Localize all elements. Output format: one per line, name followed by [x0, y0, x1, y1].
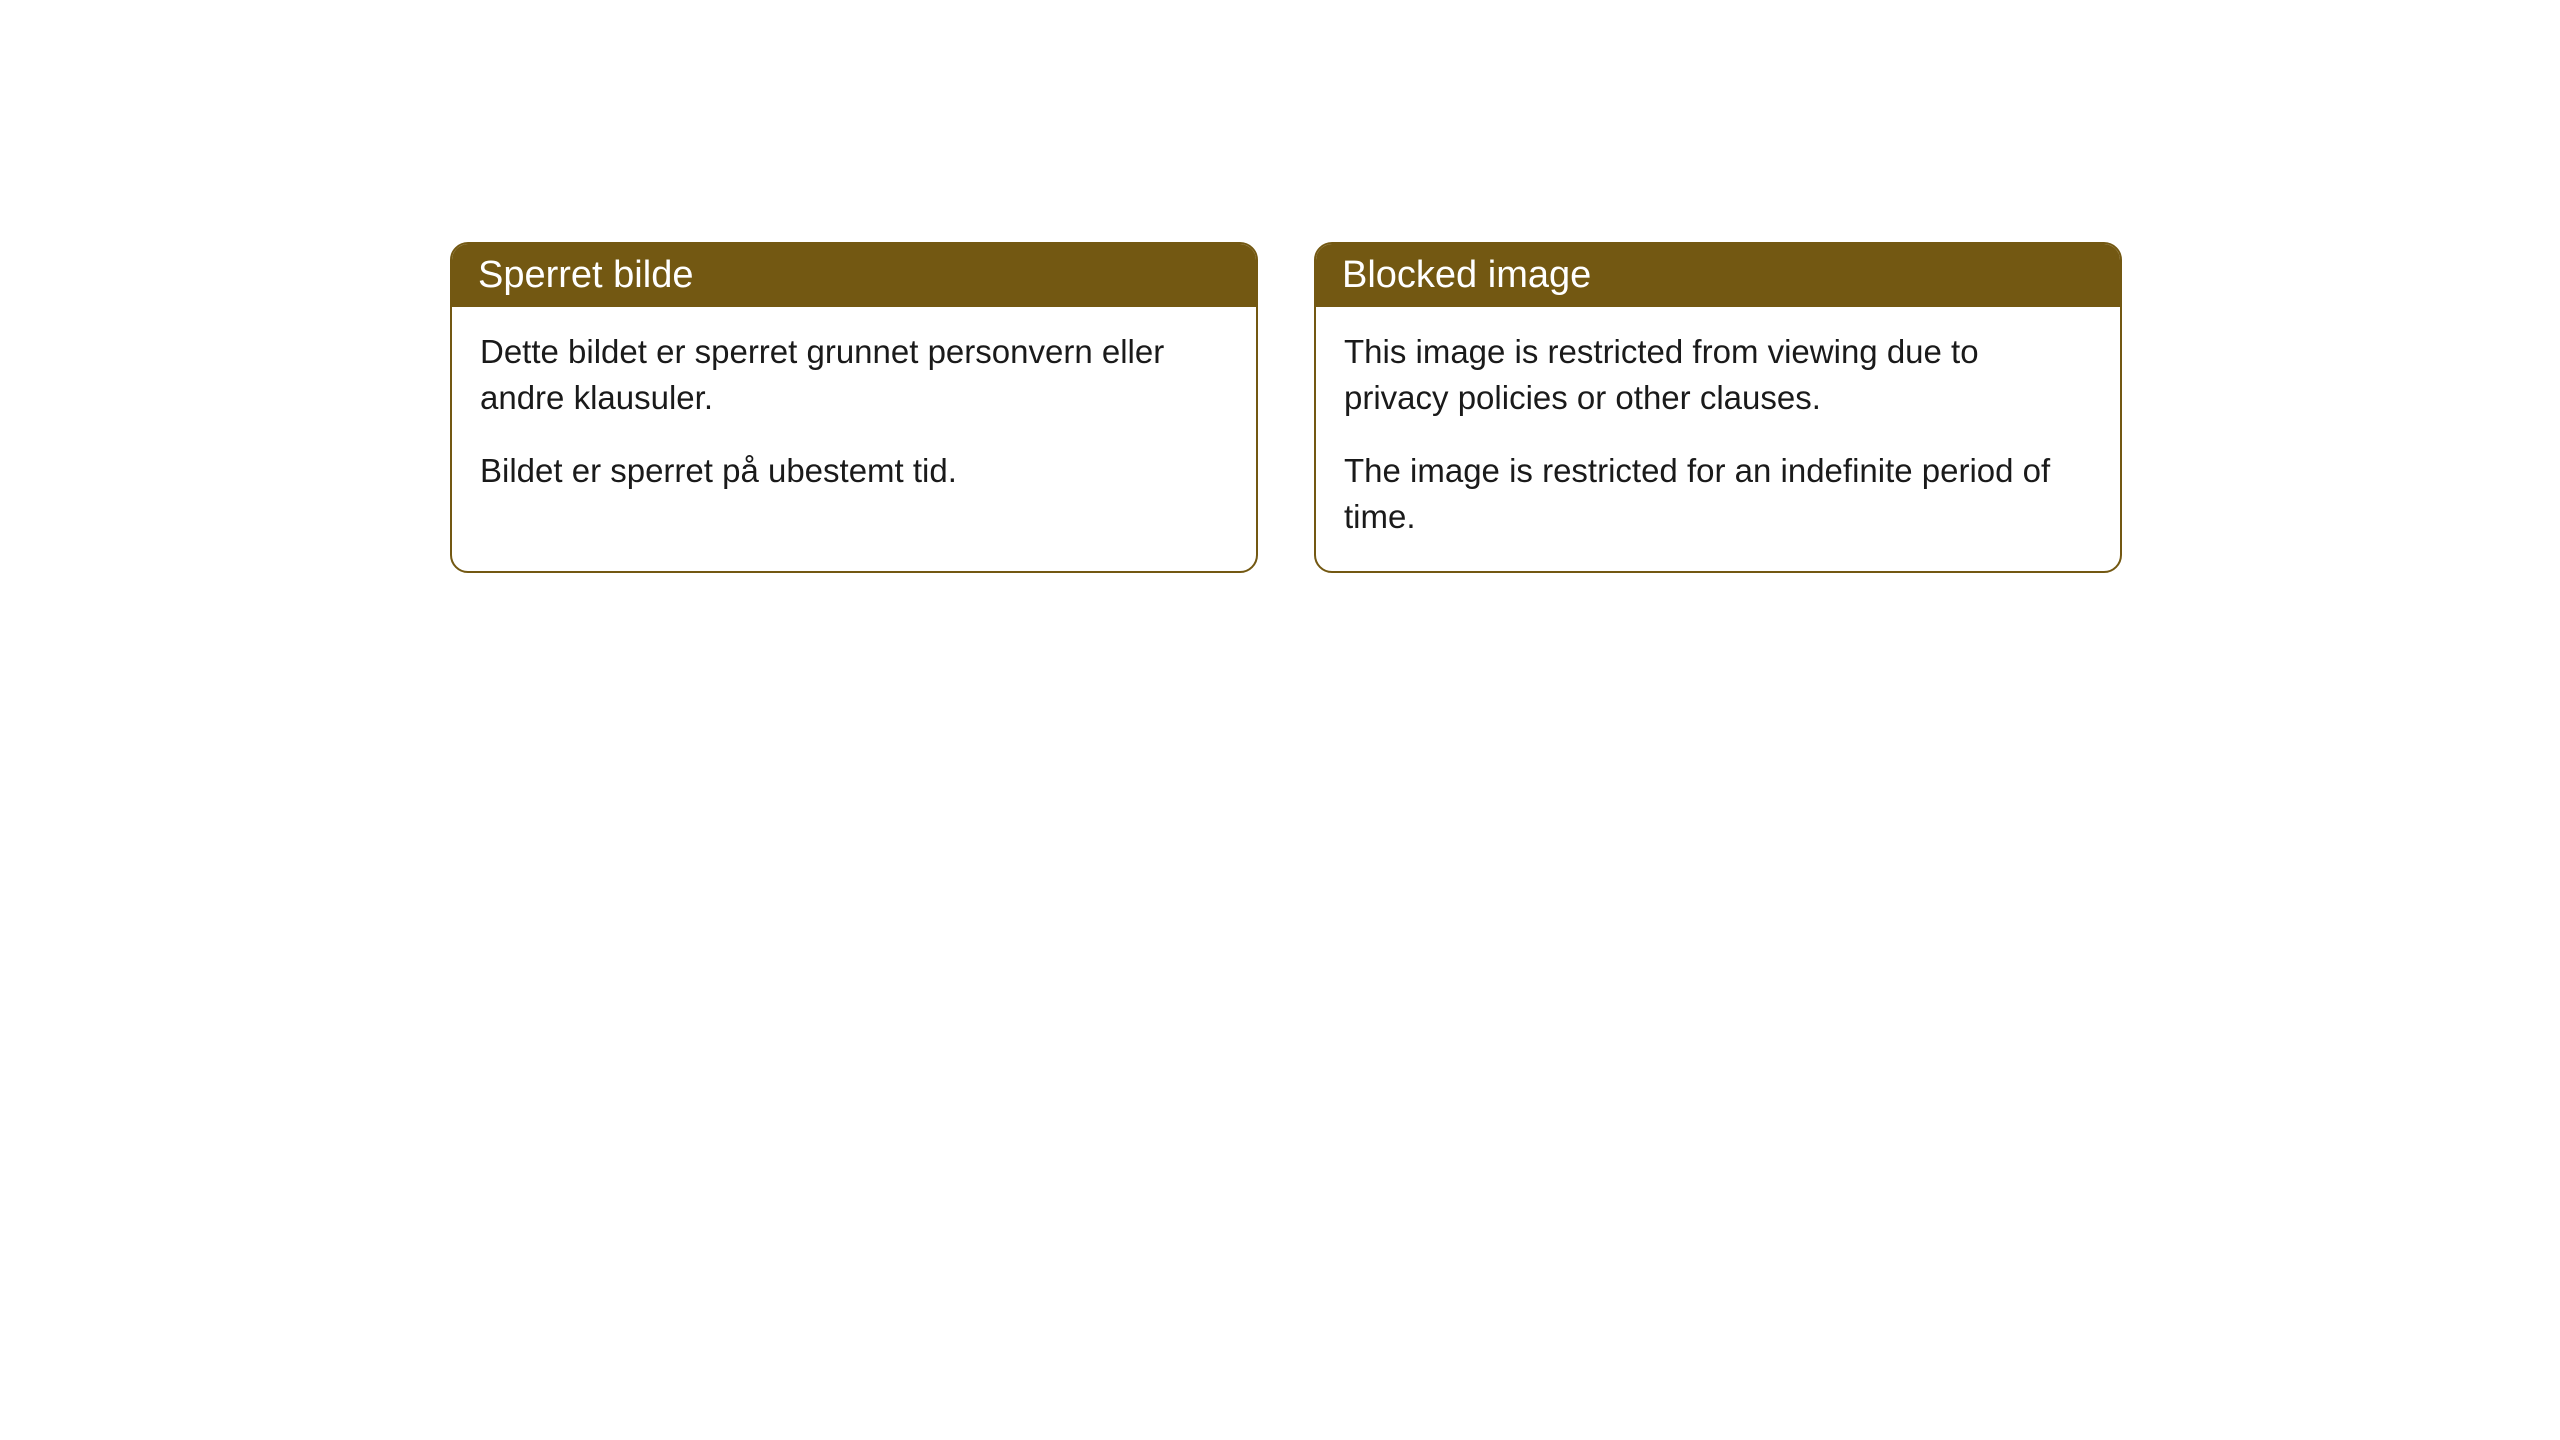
notice-container: Sperret bilde Dette bildet er sperret gr… — [450, 242, 2122, 573]
notice-title: Blocked image — [1342, 254, 1591, 296]
notice-paragraph: Dette bildet er sperret grunnet personve… — [480, 329, 1228, 420]
notice-card-norwegian: Sperret bilde Dette bildet er sperret gr… — [450, 242, 1258, 573]
notice-paragraph: Bildet er sperret på ubestemt tid. — [480, 448, 1228, 494]
notice-body-english: This image is restricted from viewing du… — [1316, 307, 2120, 571]
notice-body-norwegian: Dette bildet er sperret grunnet personve… — [452, 307, 1256, 526]
notice-header-english: Blocked image — [1316, 244, 2120, 307]
notice-paragraph: This image is restricted from viewing du… — [1344, 329, 2092, 420]
notice-paragraph: The image is restricted for an indefinit… — [1344, 448, 2092, 539]
notice-header-norwegian: Sperret bilde — [452, 244, 1256, 307]
notice-title: Sperret bilde — [478, 254, 693, 296]
notice-card-english: Blocked image This image is restricted f… — [1314, 242, 2122, 573]
